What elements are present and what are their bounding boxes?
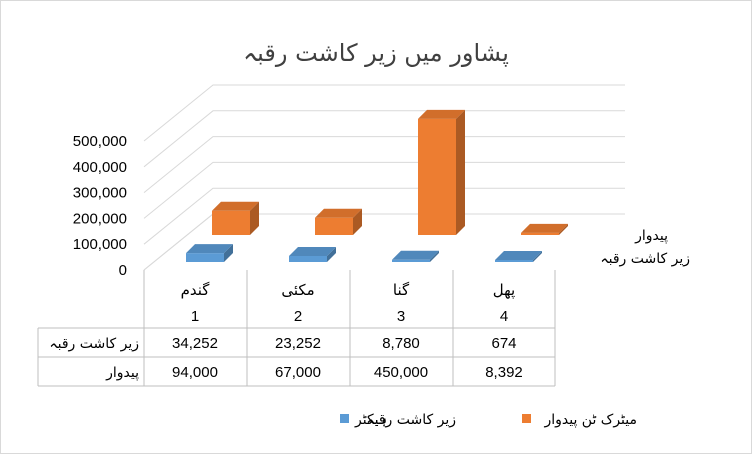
bar-top xyxy=(315,208,362,218)
y-tick-label: 100,000 xyxy=(73,236,127,253)
bar-top xyxy=(418,109,465,119)
bar xyxy=(521,223,568,235)
bar xyxy=(418,109,465,235)
table-cell: 34,252 xyxy=(172,335,218,352)
bar-top xyxy=(186,244,233,254)
depth-label-production: پیدوار xyxy=(634,228,668,244)
bar-side xyxy=(224,244,233,262)
category-label: پھل xyxy=(493,281,515,300)
legend-swatch-production xyxy=(522,414,531,423)
table-cell: 674 xyxy=(491,335,516,352)
bar-top xyxy=(212,201,259,211)
bar xyxy=(186,244,233,262)
table-row-label-area: زیر کاشت رقبہ xyxy=(49,336,139,352)
y-tick-label: 500,000 xyxy=(73,133,127,150)
legend: ہیکٹر زیر کاشت رقبہ میٹرک ٹن پیدوار xyxy=(340,412,637,428)
bar-front xyxy=(521,232,559,235)
legend-prefix-area: ہیکٹر xyxy=(354,412,387,428)
gridline xyxy=(143,187,625,245)
category-label: مکئی xyxy=(281,281,314,299)
table-cell: 23,252 xyxy=(275,335,321,352)
bar-top xyxy=(495,251,542,260)
category-label: گندم xyxy=(181,281,211,299)
chart-title: پشاور میں زیر کاشت رقبہ xyxy=(243,39,509,67)
gridline xyxy=(143,84,625,142)
table-cell: 8,392 xyxy=(485,364,523,381)
category-index: 4 xyxy=(500,308,508,325)
bar-front xyxy=(495,260,533,262)
bar xyxy=(315,208,362,235)
bar-front xyxy=(392,259,430,262)
gridlines xyxy=(143,84,625,271)
legend-swatch-area xyxy=(340,414,349,423)
bar-side xyxy=(353,208,362,235)
table-row-label-production: پیدوار xyxy=(105,365,139,381)
bar xyxy=(212,201,259,235)
bar-front xyxy=(212,210,250,235)
bar-front xyxy=(289,256,327,262)
bar-side xyxy=(327,247,336,262)
bar-front xyxy=(315,217,353,235)
table-cell: 450,000 xyxy=(374,364,428,381)
bar-top xyxy=(521,223,568,233)
bar-side xyxy=(533,251,542,262)
y-tick-label: 300,000 xyxy=(73,185,127,202)
category-label: گنا xyxy=(393,281,410,299)
data-table: گندم مکئی گنا پھل 1 2 3 4 زیر کاشت رقبہ … xyxy=(37,270,556,387)
bars xyxy=(186,109,568,262)
bar-side xyxy=(430,250,439,262)
category-index: 3 xyxy=(397,308,405,325)
bar-side xyxy=(250,201,259,235)
bar-top xyxy=(289,247,336,257)
y-tick-label: 400,000 xyxy=(73,159,127,176)
bar xyxy=(392,250,439,262)
bar xyxy=(495,251,542,262)
bar-side xyxy=(559,223,568,235)
y-axis-tick-labels: 0 100,000 200,000 300,000 400,000 500,000 xyxy=(73,133,127,279)
gridline xyxy=(143,136,625,193)
table-cell: 8,780 xyxy=(382,335,420,352)
bar-top xyxy=(392,250,439,260)
gridline xyxy=(143,161,625,219)
depth-label-area: زیر کاشت رقبہ xyxy=(600,251,690,267)
table-cell: 67,000 xyxy=(275,364,321,381)
y-tick-label: 0 xyxy=(119,262,127,279)
table-cell: 94,000 xyxy=(172,364,218,381)
category-index: 2 xyxy=(294,308,302,325)
legend-text-area: زیر کاشت رقبہ xyxy=(366,412,456,428)
floor-edge xyxy=(143,213,214,271)
bar-front xyxy=(418,118,456,235)
bar-front xyxy=(186,253,224,262)
y-tick-label: 200,000 xyxy=(73,210,127,227)
bar xyxy=(289,247,336,262)
legend-text-production: میٹرک ٹن پیدوار xyxy=(543,412,637,428)
bar-side xyxy=(456,109,465,235)
category-index: 1 xyxy=(191,308,199,325)
gridline xyxy=(143,110,625,168)
